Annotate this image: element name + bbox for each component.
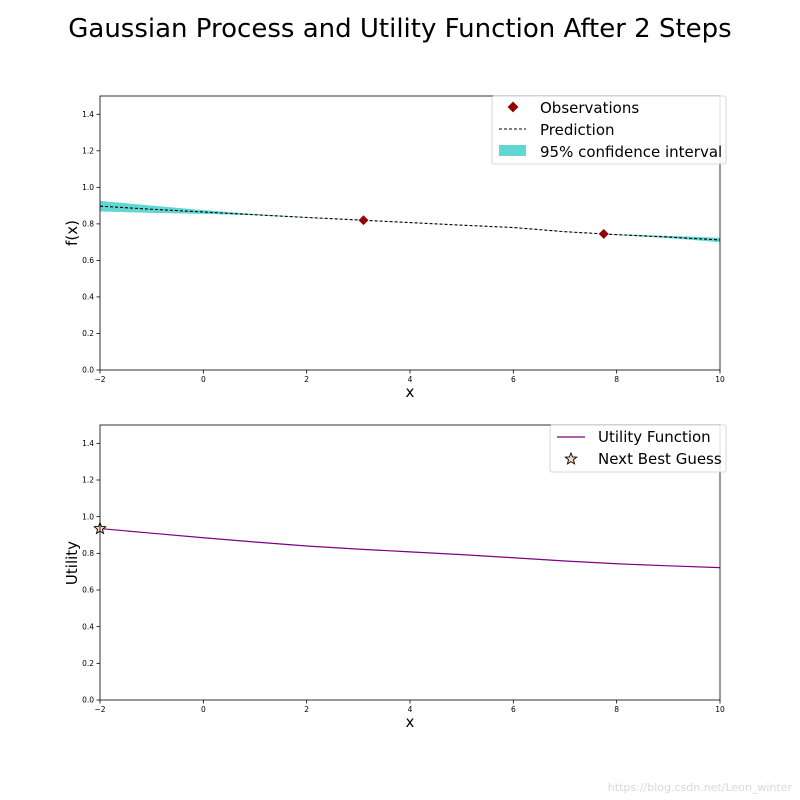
gp-y-tick-label: 1.4 bbox=[82, 110, 94, 119]
watermark: https://blog.csdn.net/Leon_winter bbox=[607, 781, 792, 794]
utility-x-tick-label: −2 bbox=[94, 705, 105, 714]
gp-x-tick-label: 0 bbox=[201, 375, 206, 384]
gp-x-ticks: −2 0 2 4 6 8 10 bbox=[94, 370, 725, 384]
utility-legend-box bbox=[549, 424, 727, 473]
gp-y-tick-label: 1.2 bbox=[82, 146, 94, 155]
observation-point bbox=[598, 228, 609, 239]
gp-legend: Observations Prediction 95% confidence i… bbox=[491, 95, 727, 165]
utility-function-line bbox=[99, 527, 721, 569]
utility-plot: −2 0 2 4 6 8 10 0.0 0.2 0.4 0.6 0.8 1.0 1.2 1.4 x Uti… bbox=[63, 424, 727, 731]
prediction-line-layer bbox=[99, 205, 721, 241]
gp-y-ticks: 0.0 0.2 0.4 0.6 0.8 1.0 1.2 1.4 bbox=[82, 110, 100, 375]
utility-y-tick-label: 0.2 bbox=[82, 659, 94, 668]
utility-y-tick-label: 1.4 bbox=[82, 439, 94, 448]
legend-next-guess-marker bbox=[564, 451, 578, 465]
utility-y-tick-label: 1.0 bbox=[82, 512, 94, 521]
gp-plot: −2 0 2 4 6 8 10 0.0 0.2 0.4 0.6 0.8 1.0 1.2 1.4 x f(x… bbox=[63, 95, 727, 401]
gp-y-tick-label: 0.6 bbox=[82, 256, 94, 265]
utility-y-axis-label: Utility bbox=[63, 541, 81, 585]
utility-legend: Utility Function Next Best Guess bbox=[549, 424, 727, 473]
utility-x-tick-label: 2 bbox=[304, 705, 309, 714]
legend-confidence-swatch bbox=[499, 145, 526, 156]
utility-y-tick-label: 0.6 bbox=[82, 586, 94, 595]
utility-line-layer bbox=[99, 527, 721, 569]
gp-y-axis-label: f(x) bbox=[63, 220, 81, 246]
legend-observations-label: Observations bbox=[540, 99, 639, 117]
utility-x-tick-label: 4 bbox=[408, 705, 413, 714]
utility-x-tick-label: 10 bbox=[715, 705, 725, 714]
gp-y-tick-label: 0.0 bbox=[82, 366, 94, 375]
figure-title: Gaussian Process and Utility Function Af… bbox=[68, 14, 731, 44]
observation-markers bbox=[358, 215, 609, 239]
utility-x-tick-label: 6 bbox=[511, 705, 516, 714]
gp-x-tick-label: 10 bbox=[715, 375, 725, 384]
legend-confidence-label: 95% confidence interval bbox=[540, 143, 722, 161]
legend-utility-label: Utility Function bbox=[598, 428, 711, 446]
gp-x-tick-label: 2 bbox=[304, 375, 309, 384]
utility-x-ticks: −2 0 2 4 6 8 10 bbox=[94, 700, 725, 714]
legend-prediction-label: Prediction bbox=[540, 121, 615, 139]
gp-y-tick-label: 0.2 bbox=[82, 329, 94, 338]
utility-y-tick-label: 1.2 bbox=[82, 476, 94, 485]
gp-legend-box bbox=[491, 95, 727, 165]
gp-x-tick-label: 8 bbox=[614, 375, 619, 384]
confidence-band-layer bbox=[100, 200, 720, 243]
utility-y-tick-label: 0.8 bbox=[82, 549, 94, 558]
prediction-line bbox=[99, 205, 721, 241]
gp-y-tick-label: 1.0 bbox=[82, 183, 94, 192]
utility-x-axis-label: x bbox=[406, 713, 415, 731]
observation-point bbox=[358, 215, 369, 226]
gp-y-tick-label: 0.4 bbox=[82, 293, 94, 302]
utility-x-tick-label: 0 bbox=[201, 705, 206, 714]
legend-observation-marker bbox=[507, 101, 519, 113]
gp-x-tick-label: −2 bbox=[94, 375, 105, 384]
utility-y-tick-label: 0.4 bbox=[82, 622, 94, 631]
legend-next-guess-label: Next Best Guess bbox=[598, 450, 722, 468]
gp-y-tick-label: 0.8 bbox=[82, 219, 94, 228]
gp-x-tick-label: 4 bbox=[408, 375, 413, 384]
utility-y-tick-label: 0.0 bbox=[82, 696, 94, 705]
gp-x-axis-label: x bbox=[406, 383, 415, 401]
confidence-interval-band bbox=[100, 200, 720, 243]
utility-y-ticks: 0.0 0.2 0.4 0.6 0.8 1.0 1.2 1.4 bbox=[82, 439, 100, 705]
utility-x-tick-label: 8 bbox=[614, 705, 619, 714]
gp-x-tick-label: 6 bbox=[511, 375, 516, 384]
